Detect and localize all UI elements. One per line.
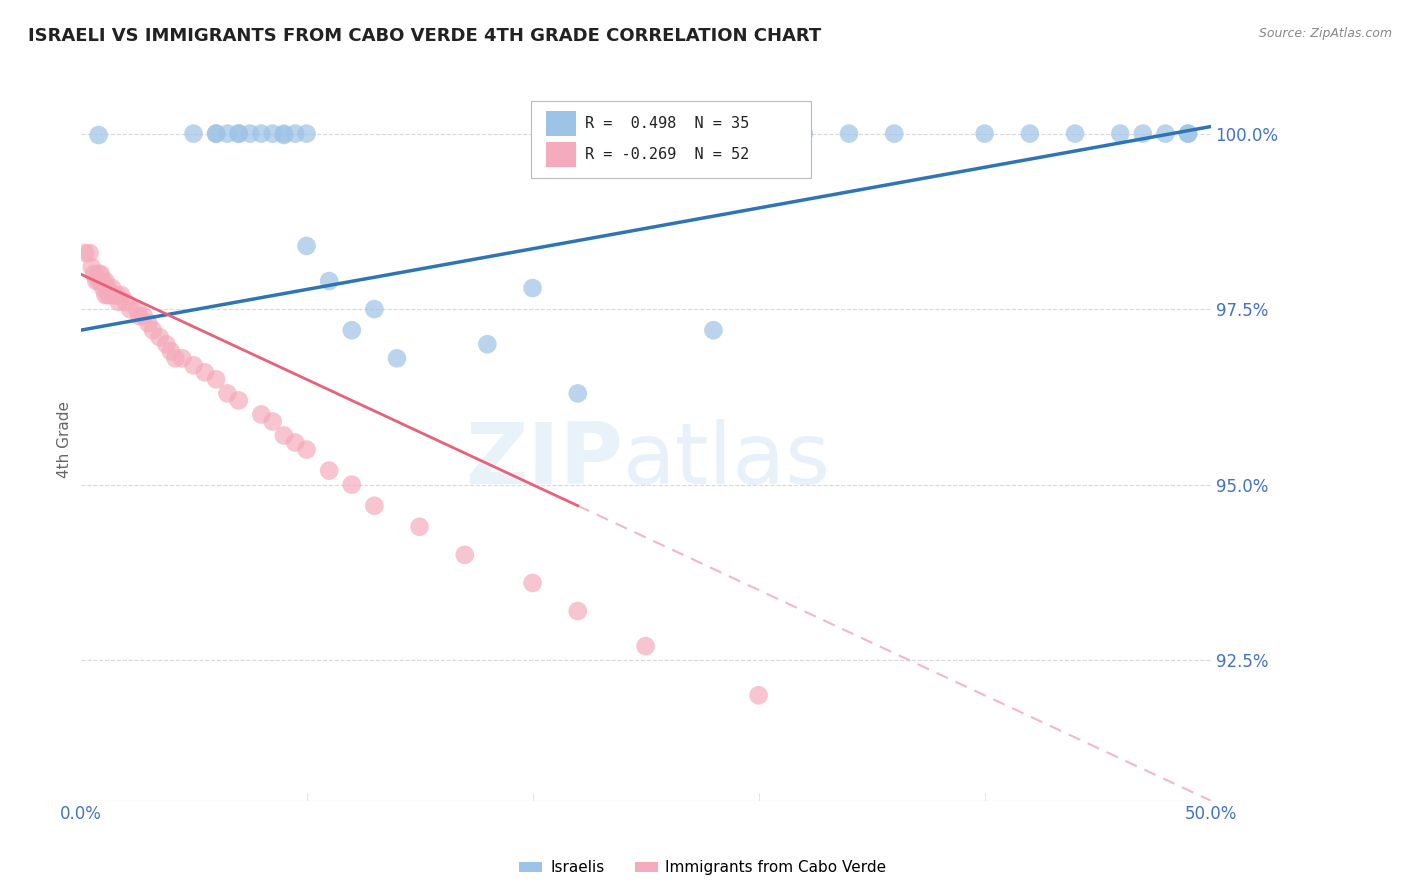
Point [408,520,430,534]
Point [250,408,273,422]
Point [273,128,295,142]
Point [1018,127,1040,141]
Point [838,127,860,141]
Point [183,127,205,141]
Point [1132,127,1154,141]
Point [114,295,136,310]
Point [295,127,318,141]
Point [217,386,239,401]
Point [86,274,108,288]
Legend: Israelis, Immigrants from Cabo Verde: Israelis, Immigrants from Cabo Verde [519,861,887,875]
Point [228,127,250,141]
Point [567,604,589,618]
Point [136,316,159,330]
Point [228,127,250,141]
Point [94,274,117,288]
Point [340,323,363,337]
Point [87,274,110,288]
Point [165,351,187,366]
Point [284,127,307,141]
Point [91,274,114,288]
Point [1064,127,1087,141]
Point [194,365,217,379]
Y-axis label: 4th Grade: 4th Grade [58,401,72,477]
Point [183,359,205,373]
Point [454,548,477,562]
Point [340,477,363,491]
Point [273,127,295,141]
Text: R =  0.498  N = 35: R = 0.498 N = 35 [585,117,749,131]
Point [1154,127,1177,141]
Point [702,323,724,337]
Point [522,576,544,591]
Point [98,288,121,302]
Point [228,393,250,408]
Point [97,288,120,302]
Point [73,246,96,260]
Point [748,127,770,141]
Point [567,386,589,401]
Point [103,288,125,302]
Point [97,281,120,295]
Point [87,267,110,281]
Point [142,323,165,337]
Point [83,267,105,281]
Point [363,302,385,317]
Text: Source: ZipAtlas.com: Source: ZipAtlas.com [1258,27,1392,40]
Point [477,337,499,351]
Text: R = -0.269  N = 52: R = -0.269 N = 52 [585,147,749,161]
Point [295,239,318,253]
Point [318,274,340,288]
Point [973,127,995,141]
Point [284,435,307,450]
Point [1109,127,1132,141]
Point [105,288,128,302]
Point [87,128,110,142]
Point [883,127,905,141]
Point [108,295,131,310]
Point [125,302,148,317]
Text: atlas: atlas [623,419,831,502]
Point [155,337,177,351]
Point [90,267,112,281]
Point [94,288,117,302]
Point [120,302,142,317]
Point [149,330,172,344]
Point [1177,127,1199,141]
Point [80,260,103,274]
Point [217,127,239,141]
Point [295,442,318,457]
Point [205,372,228,386]
Point [522,281,544,295]
Point [385,351,408,366]
Point [90,274,112,288]
Point [132,309,155,323]
Point [160,344,183,359]
Text: ISRAELI VS IMMIGRANTS FROM CABO VERDE 4TH GRADE CORRELATION CHART: ISRAELI VS IMMIGRANTS FROM CABO VERDE 4T… [28,27,821,45]
Point [793,127,815,141]
Point [273,428,295,442]
Point [239,127,262,141]
Text: ZIP: ZIP [465,419,623,502]
Point [128,309,150,323]
Point [1177,127,1199,141]
Point [748,688,770,702]
Point [205,127,228,141]
Point [318,464,340,478]
Point [91,281,114,295]
Point [172,351,194,366]
Point [205,127,228,141]
Point [110,288,132,302]
Point [262,415,284,429]
Point [634,639,657,653]
Point [101,281,124,295]
Point [363,499,385,513]
Point [79,246,101,260]
Point [250,127,273,141]
Point [262,127,284,141]
